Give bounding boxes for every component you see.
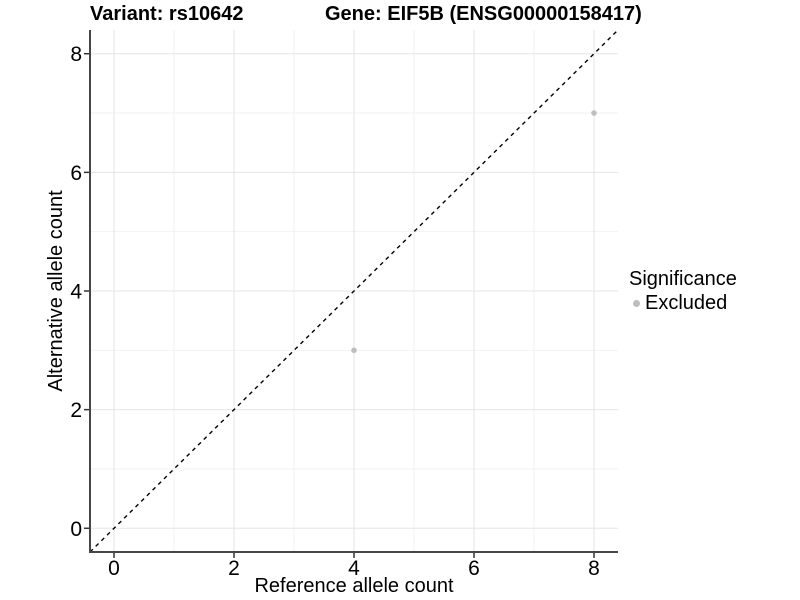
y-tick-label: 2 bbox=[70, 399, 82, 422]
x-tick-label: 0 bbox=[108, 557, 120, 580]
y-axis-title: Alternative allele count bbox=[45, 190, 67, 392]
y-tick-label: 4 bbox=[70, 281, 82, 304]
x-tick-label: 6 bbox=[468, 557, 480, 580]
x-tick-label: 2 bbox=[228, 557, 240, 580]
data-points-layer bbox=[351, 110, 597, 354]
plot-title-variant: Variant: rs10642 bbox=[90, 3, 243, 25]
data-point bbox=[351, 347, 357, 354]
reference-line-layer bbox=[89, 29, 619, 553]
legend-item: Excluded bbox=[629, 292, 737, 315]
data-point bbox=[591, 110, 597, 116]
identity-reference-line bbox=[89, 29, 619, 553]
x-axis-title: Reference allele count bbox=[254, 575, 453, 597]
legend-title: Significance bbox=[629, 268, 737, 290]
gridlines-layer bbox=[90, 30, 618, 552]
plot-title-gene: Gene: EIF5B (ENSG00000158417) bbox=[325, 3, 642, 25]
legend-items: Excluded bbox=[629, 292, 737, 315]
y-tick-label: 0 bbox=[70, 518, 82, 541]
legend-point-icon bbox=[633, 300, 640, 307]
axes-layer: 0 2 4 6 8 0 2 4 6 8 bbox=[70, 30, 618, 580]
y-tick-label: 6 bbox=[70, 162, 82, 185]
legend: Significance Excluded bbox=[629, 268, 737, 315]
x-tick-label: 8 bbox=[588, 557, 600, 580]
y-tick-label: 8 bbox=[70, 43, 82, 66]
legend-item-label: Excluded bbox=[645, 292, 728, 314]
x-tick-label: 4 bbox=[348, 557, 360, 580]
